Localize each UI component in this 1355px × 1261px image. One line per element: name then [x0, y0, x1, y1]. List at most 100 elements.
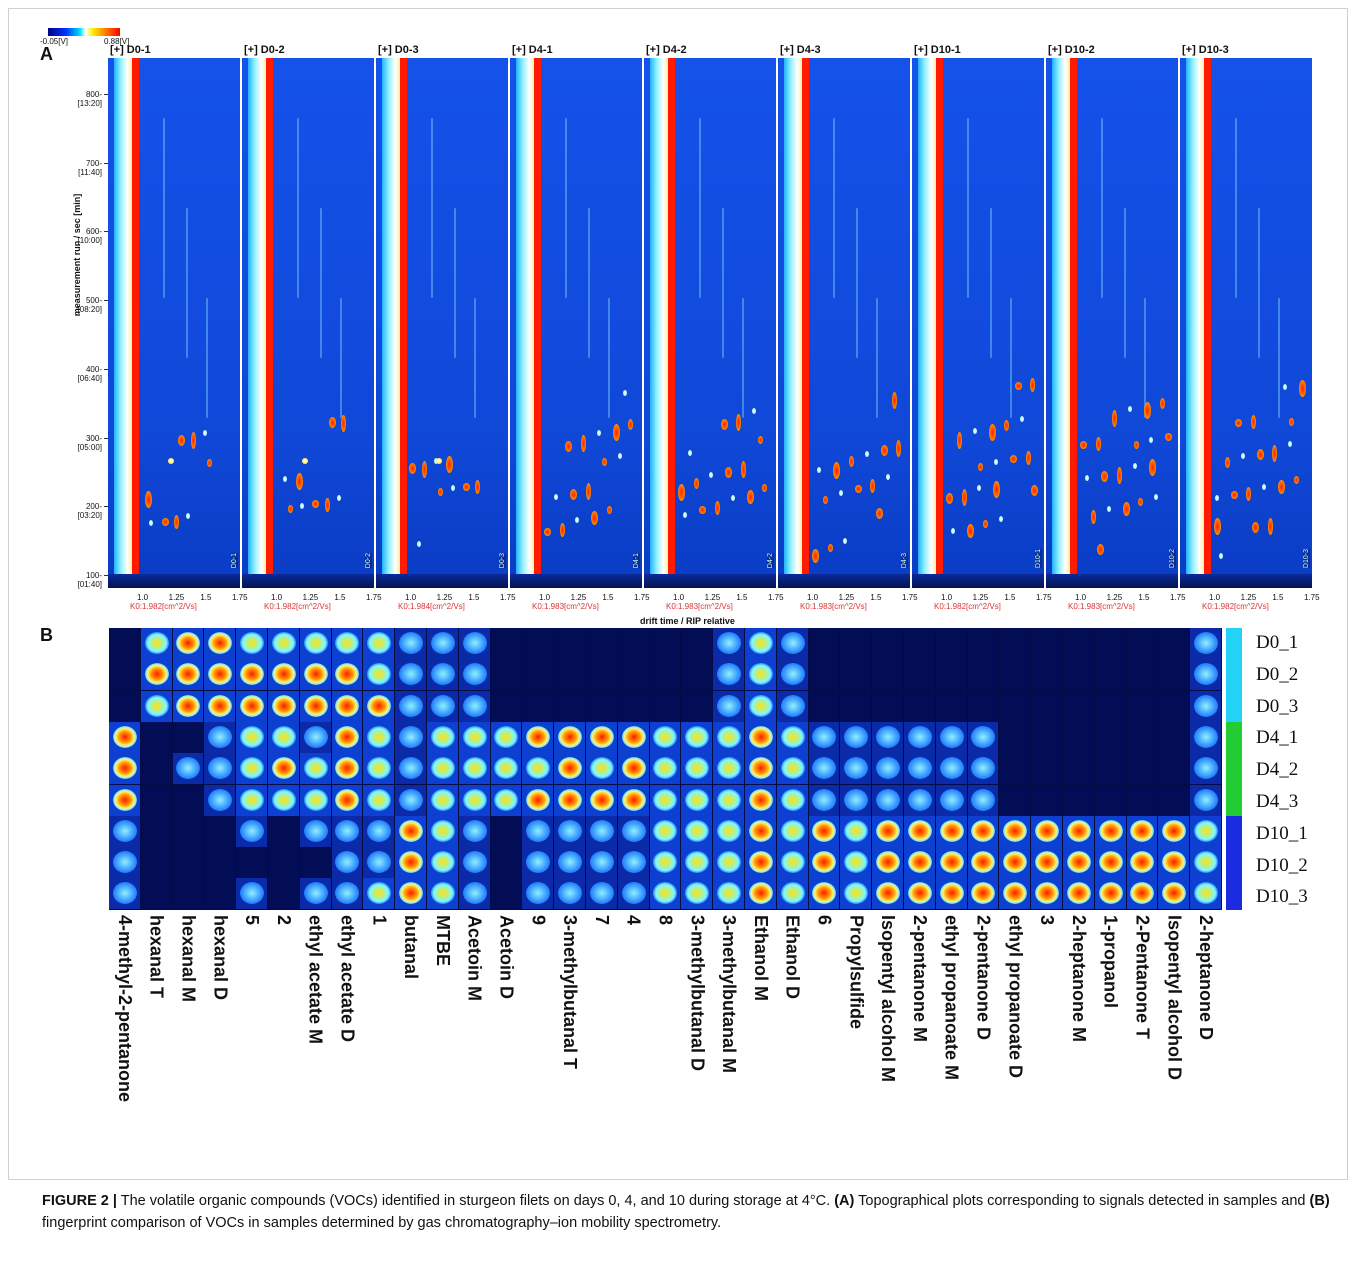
- heatmap-column: [904, 628, 935, 910]
- y-tick-minutes: [06:40]: [77, 373, 102, 383]
- compound-label: 2: [273, 915, 294, 926]
- topographic-plot: D10-1: [912, 58, 1044, 588]
- streak: [320, 208, 322, 358]
- heatmap-cell: [172, 753, 204, 785]
- heatmap-column: [713, 628, 744, 910]
- k0-label: K0:1.983[cm^2/Vs]: [666, 602, 733, 611]
- compound-label: 1-propanol: [1100, 915, 1121, 1008]
- heatmap-spot: [812, 851, 837, 874]
- streak: [1235, 118, 1237, 298]
- heatmap-cell: [999, 847, 1031, 879]
- heatmap-spot: [907, 788, 932, 811]
- heatmap-spot: [462, 663, 487, 686]
- heatmap-spot: [589, 851, 614, 874]
- heatmap-spot: [876, 757, 901, 780]
- row-label: D10_3: [1256, 886, 1308, 908]
- signal-spot: [1256, 449, 1264, 460]
- heatmap-spot: [335, 725, 360, 748]
- heatmap-spot: [780, 694, 805, 717]
- signal-spot: [693, 478, 699, 489]
- heatmap-spot: [589, 725, 614, 748]
- compound-label: Ethanol M: [750, 915, 771, 1001]
- heatmap-spot: [526, 882, 551, 905]
- plot-title: [+] D10-3: [1182, 44, 1229, 56]
- heatmap-spot: [430, 882, 455, 905]
- heatmap-cell: [1158, 690, 1190, 722]
- topographic-plot: D4-2: [644, 58, 776, 588]
- signal-spot: [1267, 517, 1273, 535]
- rip-glow: [1052, 58, 1074, 588]
- heatmap-cell: [554, 659, 585, 691]
- rip-line: [534, 58, 541, 588]
- heatmap-cell: [1094, 784, 1126, 816]
- group-swatch: [1226, 659, 1242, 692]
- x-tick-label: 1.75: [1304, 593, 1320, 602]
- signal-spot: [967, 523, 975, 538]
- caption-a-label: (A): [834, 1193, 855, 1209]
- heatmap-cell: [649, 690, 681, 722]
- heatmap-spot: [176, 663, 201, 686]
- signal-spot: [1122, 501, 1130, 516]
- signal-spot: [436, 458, 442, 464]
- signal-spot: [983, 519, 988, 528]
- signal-spot: [1128, 406, 1133, 413]
- caption-text-1: The volatile organic compounds (VOCs) id…: [116, 1193, 835, 1209]
- row-label: D4_1: [1256, 727, 1299, 749]
- heatmap-cell: [649, 878, 681, 910]
- topographic-plot: D4-3: [778, 58, 910, 588]
- heatmap-cell: [1158, 753, 1190, 785]
- heatmap-column: [649, 628, 681, 910]
- heatmap-spot: [876, 851, 901, 874]
- plot-title: [+] D0-3: [378, 44, 419, 56]
- heatmap-cell: [935, 721, 967, 753]
- streak: [1124, 208, 1126, 358]
- heatmap-spot: [844, 725, 869, 748]
- heatmap-spot: [812, 757, 837, 780]
- heatmap-cell: [109, 690, 140, 722]
- heatmap-cell: [872, 815, 903, 847]
- rip-line: [400, 58, 407, 588]
- compound-label: hexanal M: [178, 915, 199, 1003]
- heatmap-cell: [331, 878, 363, 910]
- heatmap-cell: [808, 815, 840, 847]
- heatmap-cell: [236, 784, 267, 816]
- heatmap-cell: [617, 690, 649, 722]
- heatmap-column: [1094, 628, 1126, 910]
- heatmap-cell: [649, 628, 681, 659]
- k0-label: K0:1.982[cm^2/Vs]: [130, 602, 197, 611]
- heatmap-cell: [840, 721, 872, 753]
- heatmap-cell: [299, 847, 331, 879]
- heatmap-cell: [840, 659, 872, 691]
- heatmap-column: [458, 628, 490, 910]
- heatmap-cell: [1126, 878, 1158, 910]
- signal-spot: [161, 517, 169, 526]
- x-tick-label: 1.5: [736, 593, 748, 602]
- heatmap-spot: [971, 819, 996, 842]
- heatmap-cell: [140, 847, 172, 879]
- heatmap-cell: [427, 628, 458, 659]
- compound-label: Ethanol D: [782, 915, 803, 999]
- x-tick-label: 1.25: [1240, 593, 1257, 602]
- heatmap-cell: [840, 628, 872, 659]
- heatmap-cell: [904, 753, 935, 785]
- heatmap-spot: [971, 757, 996, 780]
- group-swatch: [1226, 784, 1242, 817]
- heatmap-cell: [935, 659, 967, 691]
- heatmap-spot: [876, 882, 901, 905]
- plot-sample-tag: D10-2: [1169, 548, 1176, 568]
- streak: [454, 208, 456, 358]
- heatmap-cell: [840, 878, 872, 910]
- heatmap-spot: [208, 632, 233, 654]
- heatmap-spot: [717, 694, 742, 717]
- colorbar-max-label: 0.88[V]: [104, 37, 130, 46]
- x-tick-label: 1.0: [270, 593, 283, 602]
- heatmap-cell: [999, 878, 1031, 910]
- heatmap-cell: [1063, 878, 1094, 910]
- heatmap-spot: [112, 882, 137, 905]
- heatmap-spot: [780, 882, 805, 905]
- heatmap-cell: [1094, 690, 1126, 722]
- heatmap-spot: [367, 882, 392, 905]
- y-tick-seconds: 100-: [85, 570, 102, 580]
- heatmap-cell: [776, 878, 808, 910]
- heatmap-spot: [653, 757, 678, 780]
